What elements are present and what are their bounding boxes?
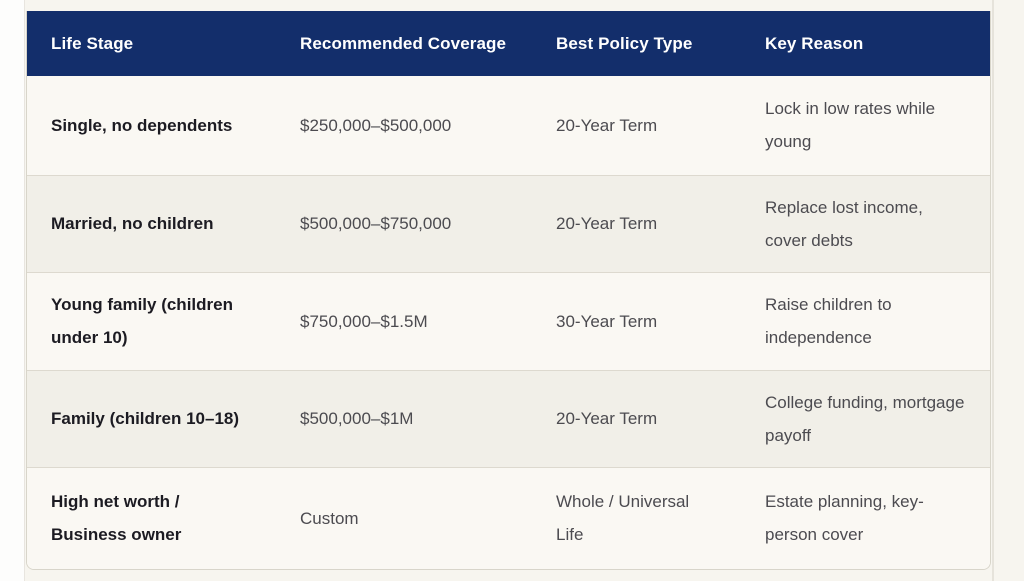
page-left-gutter bbox=[0, 0, 25, 581]
cell-coverage: $250,000–$500,000 bbox=[300, 115, 452, 135]
table-row: High net worth / Business owner Custom W… bbox=[27, 466, 990, 569]
table-body: Single, no dependents $250,000–$500,000 … bbox=[27, 76, 990, 569]
cell-coverage: Custom bbox=[276, 466, 532, 569]
cell-key-reason: College funding, mortgage payoff bbox=[741, 369, 990, 467]
cell-coverage: $500,000–$750,000 bbox=[276, 174, 532, 272]
content-divider bbox=[992, 0, 994, 581]
coverage-table: Life Stage Recommended Coverage Best Pol… bbox=[27, 11, 990, 569]
cell-policy-type: 20-Year Term bbox=[532, 369, 741, 467]
cell-policy-type: 20-Year Term bbox=[556, 115, 658, 135]
cell-coverage: $500,000–$1M bbox=[276, 369, 532, 467]
table-row: Family (children 10–18) $500,000–$1M 20-… bbox=[27, 369, 990, 467]
column-header-recommended-coverage: Recommended Coverage bbox=[276, 11, 532, 76]
cell-life-stage: High net worth / Business owner bbox=[27, 466, 276, 569]
coverage-table-container: Life Stage Recommended Coverage Best Pol… bbox=[26, 11, 991, 570]
cell-policy-type: Whole / Universal Life bbox=[532, 466, 741, 569]
cell-policy-type: 30-Year Term bbox=[532, 271, 741, 370]
cell-life-stage: Family (children 10–18) bbox=[27, 369, 276, 467]
column-header-best-policy-type: Best Policy Type bbox=[532, 11, 741, 76]
cell-life-stage: Married, no children bbox=[27, 174, 276, 272]
header-row: Life Stage Recommended Coverage Best Pol… bbox=[27, 11, 990, 76]
cell-key-reason: Replace lost income, cover debts bbox=[741, 174, 990, 272]
cell-coverage: $750,000–$1.5M bbox=[276, 271, 532, 370]
cell-life-stage: Young family (children under 10) bbox=[27, 271, 276, 370]
table-row: Young family (children under 10) $750,00… bbox=[27, 271, 990, 370]
cell-key-reason: Raise children to independence bbox=[741, 271, 990, 370]
cell-key-reason: Lock in low rates while young bbox=[765, 99, 936, 152]
column-header-life-stage: Life Stage bbox=[27, 11, 276, 76]
cell-policy-type: 20-Year Term bbox=[532, 174, 741, 272]
cell-key-reason: Estate planning, key-person cover bbox=[741, 466, 990, 569]
table-row: Single, no dependents $250,000–$500,000 … bbox=[27, 76, 990, 175]
table-header: Life Stage Recommended Coverage Best Pol… bbox=[27, 11, 990, 76]
table-row: Married, no children $500,000–$750,000 2… bbox=[27, 174, 990, 272]
column-header-key-reason: Key Reason bbox=[741, 11, 990, 76]
cell-life-stage: Single, no dependents bbox=[51, 115, 233, 135]
